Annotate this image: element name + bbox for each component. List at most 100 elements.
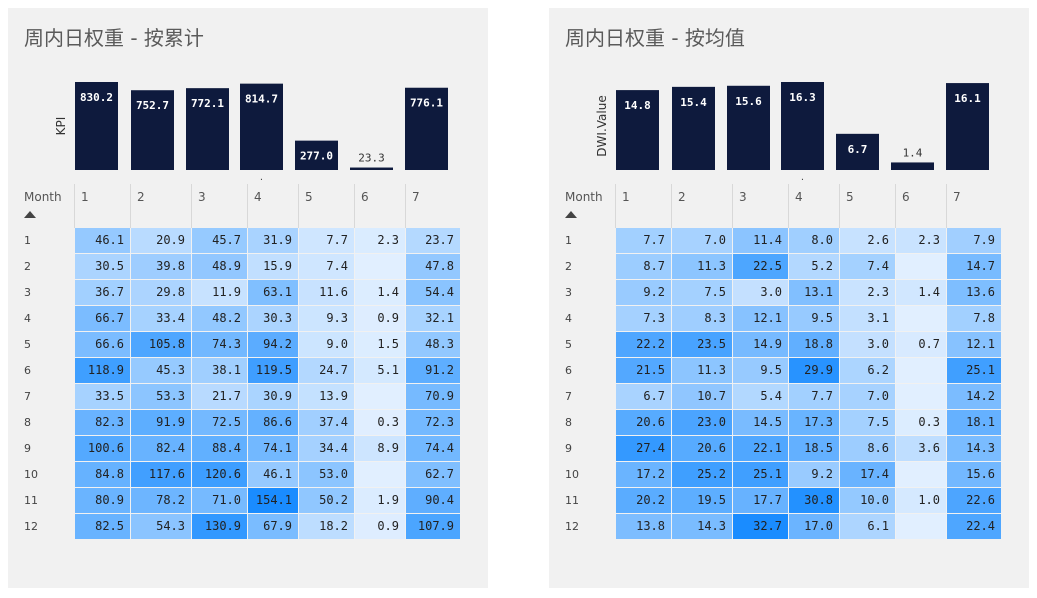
heatmap-cell[interactable]: 1.0 xyxy=(896,488,946,513)
heatmap-cell[interactable]: 14.3 xyxy=(672,514,732,539)
heatmap-cell[interactable]: 18.1 xyxy=(947,410,1001,435)
heatmap-cell[interactable]: 30.8 xyxy=(789,488,839,513)
heatmap-cell[interactable]: 20.2 xyxy=(616,488,671,513)
heatmap-cell[interactable]: 48.2 xyxy=(192,306,247,331)
heatmap-cell[interactable]: 22.5 xyxy=(733,254,788,279)
heatmap-cell[interactable]: 13.8 xyxy=(616,514,671,539)
column-header-3[interactable]: 3 xyxy=(191,184,247,228)
heatmap-cell[interactable]: 7.9 xyxy=(947,228,1001,253)
heatmap-cell[interactable] xyxy=(896,462,946,487)
heatmap-cell[interactable]: 13.9 xyxy=(299,384,354,409)
sort-ascending-icon[interactable] xyxy=(24,211,36,218)
heatmap-cell[interactable]: 7.4 xyxy=(840,254,895,279)
heatmap-cell[interactable]: 30.5 xyxy=(75,254,130,279)
heatmap-cell[interactable]: 33.5 xyxy=(75,384,130,409)
column-header-3[interactable]: 3 xyxy=(732,184,788,228)
heatmap-cell[interactable]: 84.8 xyxy=(75,462,130,487)
bar-2[interactable] xyxy=(131,90,174,170)
heatmap-cell[interactable]: 22.1 xyxy=(733,436,788,461)
heatmap-cell[interactable]: 86.6 xyxy=(248,410,298,435)
heatmap-cell[interactable]: 5.1 xyxy=(355,358,405,383)
heatmap-cell[interactable]: 7.0 xyxy=(840,384,895,409)
heatmap-cell[interactable]: 25.1 xyxy=(733,462,788,487)
heatmap-cell[interactable]: 0.3 xyxy=(896,410,946,435)
heatmap-cell[interactable]: 1.4 xyxy=(896,280,946,305)
heatmap-cell[interactable]: 46.1 xyxy=(75,228,130,253)
heatmap-cell[interactable]: 7.5 xyxy=(840,410,895,435)
heatmap-cell[interactable]: 8.6 xyxy=(840,436,895,461)
heatmap-cell[interactable]: 18.8 xyxy=(789,332,839,357)
heatmap-cell[interactable]: 20.9 xyxy=(131,228,191,253)
heatmap-cell[interactable]: 18.5 xyxy=(789,436,839,461)
heatmap-cell[interactable]: 67.9 xyxy=(248,514,298,539)
column-header-2[interactable]: 2 xyxy=(130,184,191,228)
heatmap-cell[interactable]: 21.7 xyxy=(192,384,247,409)
heatmap-cell[interactable]: 2.3 xyxy=(840,280,895,305)
heatmap-cell[interactable]: 13.6 xyxy=(947,280,1001,305)
heatmap-cell[interactable]: 11.4 xyxy=(733,228,788,253)
heatmap-cell[interactable]: 5.4 xyxy=(733,384,788,409)
heatmap-cell[interactable]: 3.0 xyxy=(733,280,788,305)
heatmap-cell[interactable]: 6.1 xyxy=(840,514,895,539)
heatmap-cell[interactable]: 29.8 xyxy=(131,280,191,305)
heatmap-cell[interactable]: 8.0 xyxy=(789,228,839,253)
heatmap-cell[interactable]: 8.3 xyxy=(672,306,732,331)
heatmap-cell[interactable]: 118.9 xyxy=(75,358,130,383)
heatmap-cell[interactable]: 105.8 xyxy=(131,332,191,357)
heatmap-cell[interactable]: 8.9 xyxy=(355,436,405,461)
heatmap-cell[interactable]: 8.7 xyxy=(616,254,671,279)
column-header-4[interactable]: 4 xyxy=(247,184,298,228)
column-header-7[interactable]: 7 xyxy=(405,184,460,228)
heatmap-cell[interactable]: 17.3 xyxy=(789,410,839,435)
bar-2[interactable] xyxy=(672,86,715,170)
heatmap-cell[interactable] xyxy=(896,514,946,539)
heatmap-cell[interactable]: 2.3 xyxy=(896,228,946,253)
heatmap-cell[interactable]: 5.2 xyxy=(789,254,839,279)
bar-3[interactable] xyxy=(727,85,770,170)
heatmap-cell[interactable]: 9.2 xyxy=(616,280,671,305)
heatmap-cell[interactable]: 11.6 xyxy=(299,280,354,305)
heatmap-cell[interactable]: 9.5 xyxy=(789,306,839,331)
heatmap-cell[interactable]: 20.6 xyxy=(672,436,732,461)
bar-3[interactable] xyxy=(186,88,229,170)
row-header-month[interactable]: Month xyxy=(18,184,74,228)
heatmap-cell[interactable]: 47.8 xyxy=(406,254,460,279)
heatmap-cell[interactable]: 82.4 xyxy=(131,436,191,461)
bar-5[interactable] xyxy=(295,140,338,170)
heatmap-cell[interactable]: 72.3 xyxy=(406,410,460,435)
heatmap-cell[interactable]: 91.9 xyxy=(131,410,191,435)
heatmap-cell[interactable]: 3.0 xyxy=(840,332,895,357)
heatmap-cell[interactable]: 11.9 xyxy=(192,280,247,305)
bar-7[interactable] xyxy=(946,83,989,170)
heatmap-cell[interactable]: 7.7 xyxy=(789,384,839,409)
heatmap-cell[interactable] xyxy=(355,384,405,409)
heatmap-cell[interactable]: 7.3 xyxy=(616,306,671,331)
heatmap-cell[interactable]: 53.3 xyxy=(131,384,191,409)
heatmap-cell[interactable]: 30.3 xyxy=(248,306,298,331)
heatmap-cell[interactable]: 53.0 xyxy=(299,462,354,487)
heatmap-cell[interactable]: 6.2 xyxy=(840,358,895,383)
heatmap-cell[interactable]: 2.3 xyxy=(355,228,405,253)
heatmap-cell[interactable]: 7.7 xyxy=(616,228,671,253)
heatmap-cell[interactable]: 10.0 xyxy=(840,488,895,513)
heatmap-cell[interactable]: 0.9 xyxy=(355,514,405,539)
heatmap-cell[interactable]: 130.9 xyxy=(192,514,247,539)
heatmap-cell[interactable]: 9.3 xyxy=(299,306,354,331)
heatmap-cell[interactable]: 22.6 xyxy=(947,488,1001,513)
heatmap-cell[interactable]: 25.1 xyxy=(947,358,1001,383)
heatmap-cell[interactable]: 120.6 xyxy=(192,462,247,487)
column-header-4[interactable]: 4 xyxy=(788,184,839,228)
column-header-5[interactable]: 5 xyxy=(298,184,354,228)
heatmap-cell[interactable]: 0.9 xyxy=(355,306,405,331)
heatmap-cell[interactable]: 63.1 xyxy=(248,280,298,305)
heatmap-cell[interactable] xyxy=(896,358,946,383)
heatmap-cell[interactable]: 107.9 xyxy=(406,514,460,539)
heatmap-cell[interactable]: 32.7 xyxy=(733,514,788,539)
heatmap-cell[interactable]: 82.3 xyxy=(75,410,130,435)
heatmap-cell[interactable]: 38.1 xyxy=(192,358,247,383)
heatmap-cell[interactable]: 33.4 xyxy=(131,306,191,331)
bar-4[interactable] xyxy=(240,83,283,170)
heatmap-cell[interactable]: 14.2 xyxy=(947,384,1001,409)
row-header-month[interactable]: Month xyxy=(559,184,615,228)
heatmap-cell[interactable]: 30.9 xyxy=(248,384,298,409)
